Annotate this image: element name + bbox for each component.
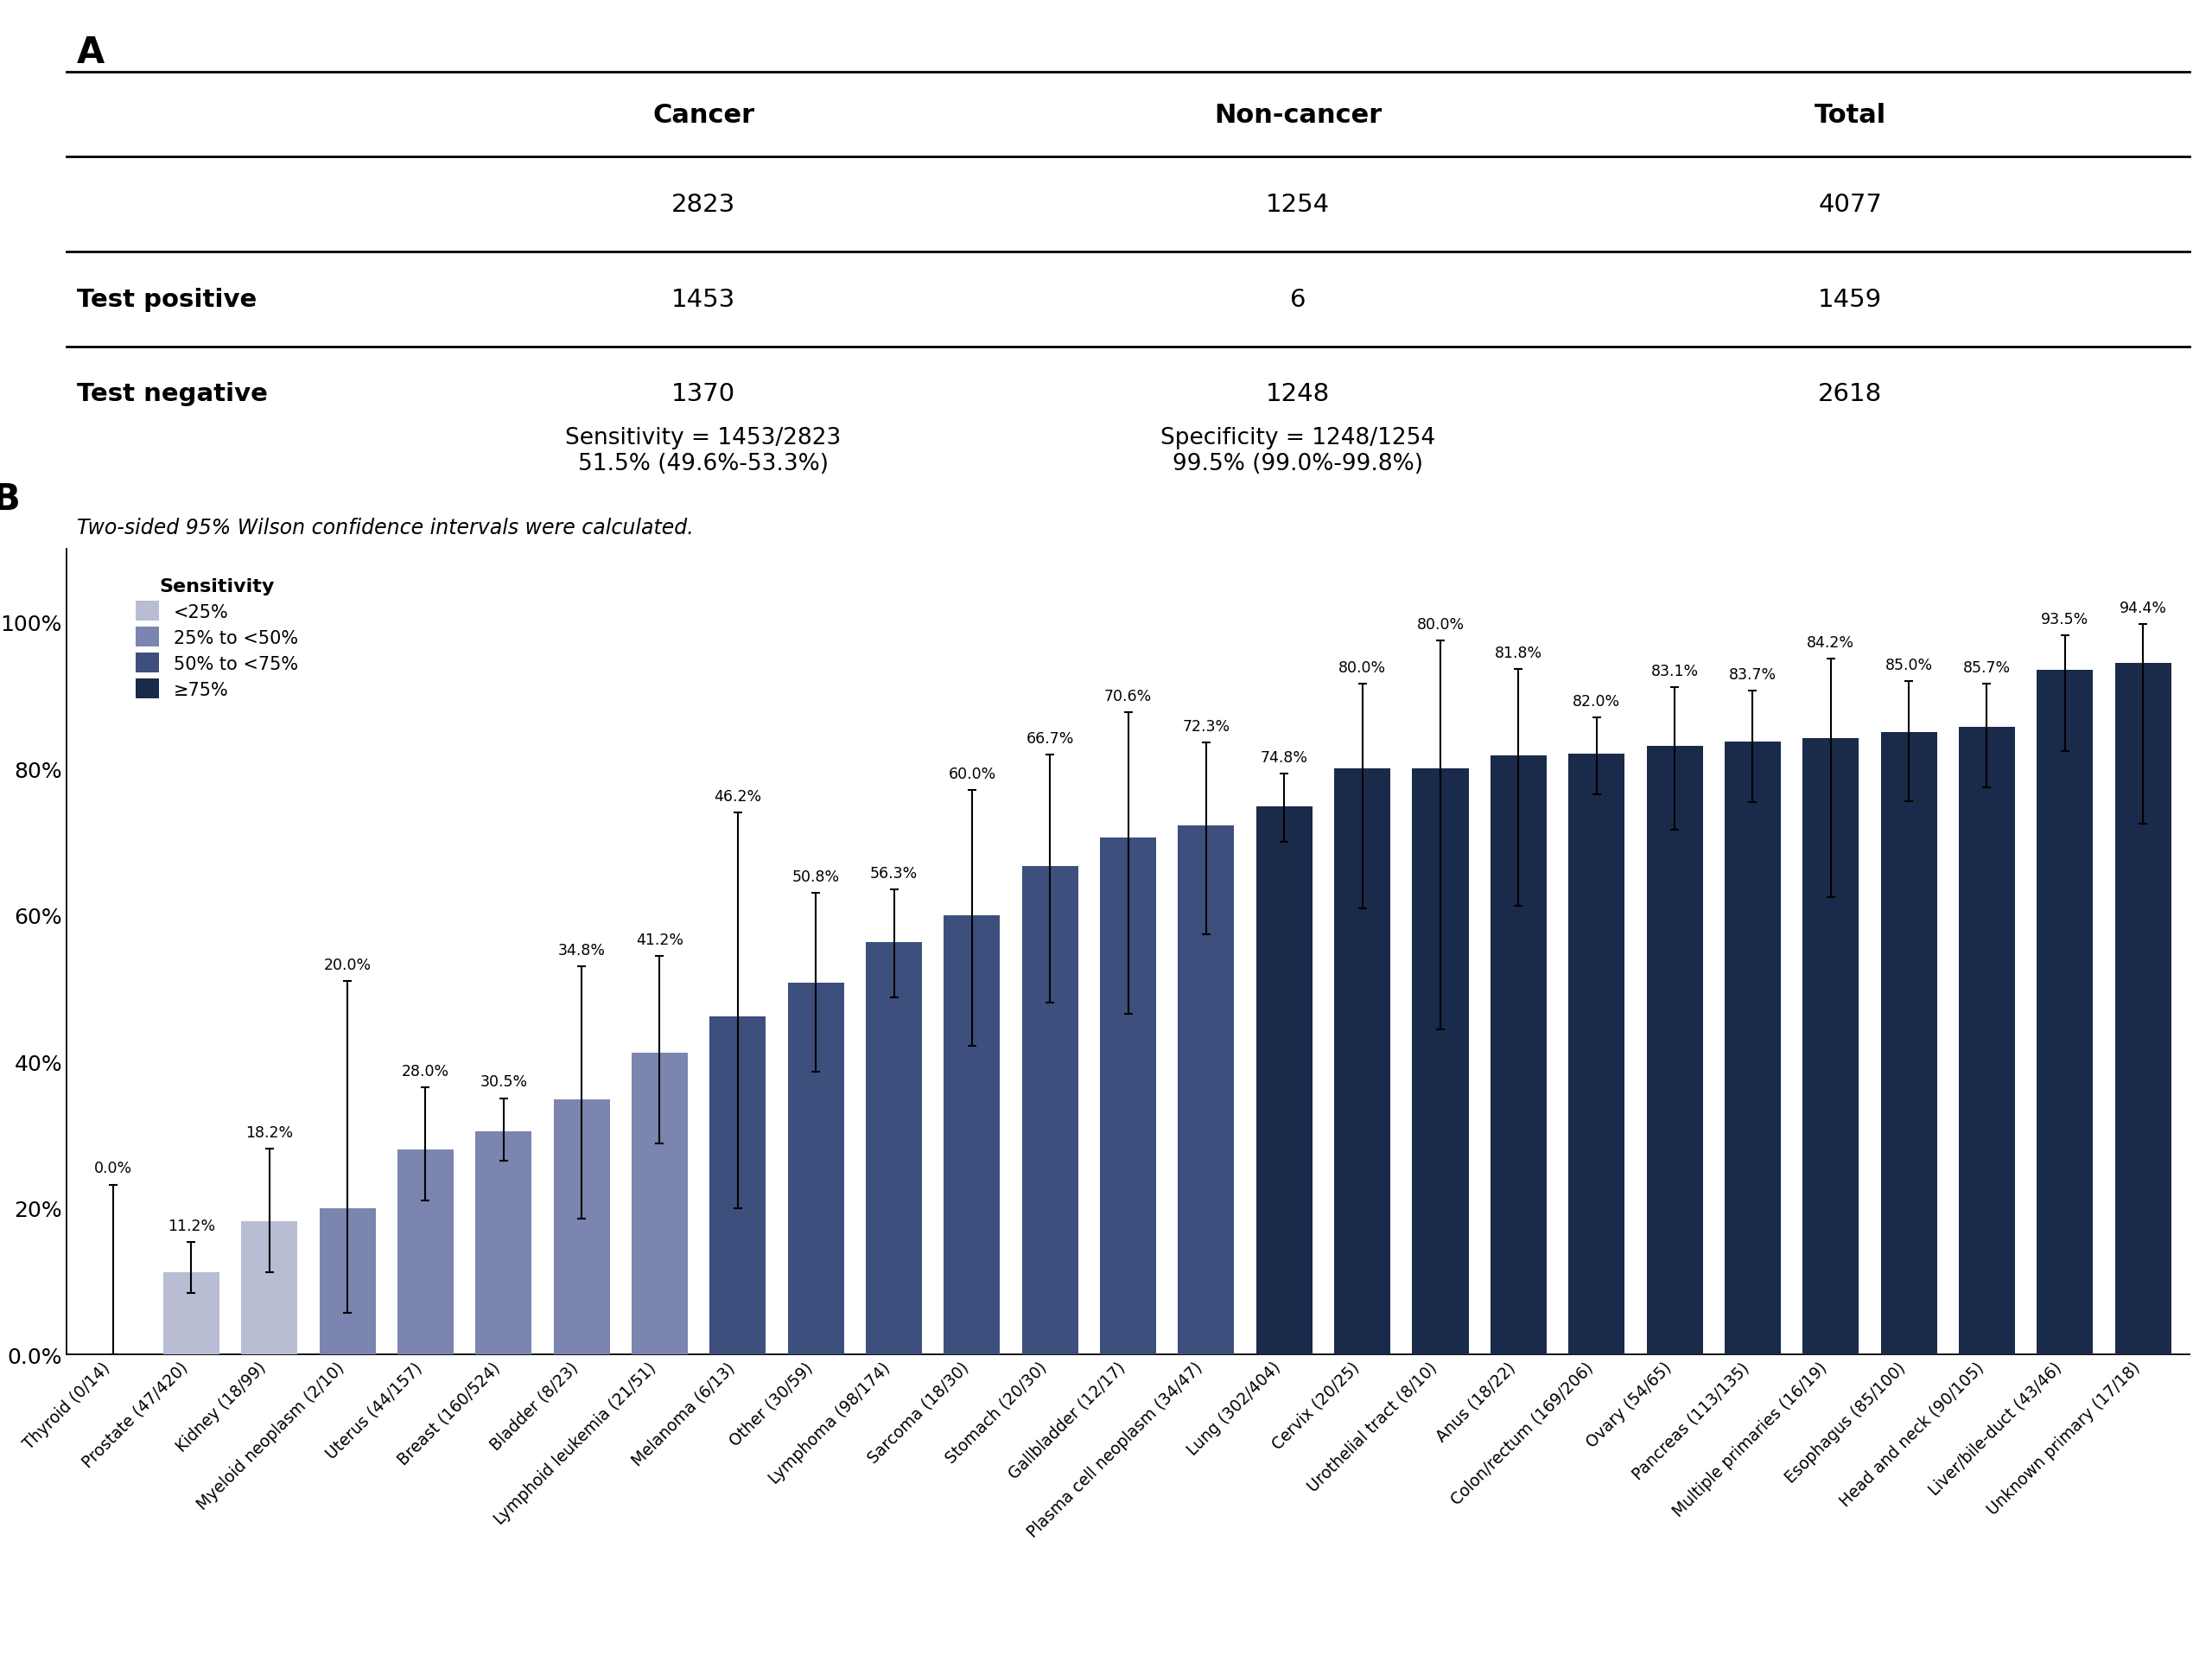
Text: Specificity = 1248/1254
99.5% (99.0%-99.8%): Specificity = 1248/1254 99.5% (99.0%-99.… — [1161, 427, 1436, 475]
Bar — [164, 1273, 219, 1355]
Bar — [1646, 746, 1703, 1355]
Text: 41.2%: 41.2% — [635, 932, 684, 947]
Text: 94.4%: 94.4% — [2119, 600, 2168, 617]
Bar — [1022, 866, 1077, 1355]
Text: 1248: 1248 — [1265, 382, 1329, 406]
Bar — [1568, 755, 1624, 1355]
Text: 1370: 1370 — [672, 382, 734, 406]
Text: 80.0%: 80.0% — [1416, 617, 1464, 632]
Bar — [319, 1208, 376, 1355]
Bar — [1179, 826, 1234, 1355]
Text: 2823: 2823 — [670, 193, 737, 218]
Text: 34.8%: 34.8% — [557, 942, 606, 957]
Text: 6: 6 — [1290, 288, 1305, 312]
Text: 85.0%: 85.0% — [1885, 656, 1933, 673]
Text: 28.0%: 28.0% — [403, 1064, 449, 1079]
Text: 11.2%: 11.2% — [168, 1218, 215, 1233]
Text: 18.2%: 18.2% — [246, 1125, 294, 1140]
Bar — [787, 982, 845, 1355]
Text: 0.0%: 0.0% — [95, 1160, 133, 1177]
Text: 82.0%: 82.0% — [1573, 693, 1621, 710]
Text: B: B — [0, 480, 20, 517]
Text: A: A — [77, 35, 104, 71]
Text: Two-sided 95% Wilson confidence intervals were calculated.: Two-sided 95% Wilson confidence interval… — [77, 517, 695, 538]
Bar — [1725, 741, 1781, 1355]
Bar — [553, 1100, 611, 1355]
Text: 1254: 1254 — [1265, 193, 1329, 218]
Text: 80.0%: 80.0% — [1338, 660, 1387, 675]
Bar — [2115, 663, 2172, 1355]
Bar — [633, 1054, 688, 1355]
Text: 81.8%: 81.8% — [1495, 645, 1542, 661]
Text: 70.6%: 70.6% — [1104, 688, 1152, 705]
Bar — [398, 1150, 453, 1355]
Text: 84.2%: 84.2% — [1807, 635, 1854, 650]
Text: 20.0%: 20.0% — [323, 957, 372, 972]
Bar — [865, 942, 922, 1355]
Text: 93.5%: 93.5% — [2042, 612, 2088, 627]
Text: 4077: 4077 — [1818, 193, 1882, 218]
Text: Non-cancer: Non-cancer — [1214, 103, 1382, 128]
Text: 74.8%: 74.8% — [1261, 750, 1307, 766]
Bar — [945, 916, 1000, 1355]
Text: 66.7%: 66.7% — [1026, 731, 1075, 746]
Text: 1459: 1459 — [1818, 288, 1882, 312]
Bar — [1880, 733, 1938, 1355]
Text: 30.5%: 30.5% — [480, 1074, 526, 1090]
Text: Test positive: Test positive — [77, 288, 257, 312]
Text: 60.0%: 60.0% — [949, 766, 995, 781]
Bar — [2037, 670, 2093, 1355]
Bar — [1803, 738, 1858, 1355]
Text: 1453: 1453 — [670, 288, 737, 312]
Text: 2618: 2618 — [1818, 382, 1882, 406]
Text: Test negative: Test negative — [77, 382, 268, 406]
Bar — [1491, 756, 1546, 1355]
Bar — [710, 1017, 765, 1355]
Legend: <25%, 25% to <50%, 50% to <75%, ≥75%: <25%, 25% to <50%, 50% to <75%, ≥75% — [128, 570, 305, 706]
Text: 56.3%: 56.3% — [869, 866, 918, 881]
Bar — [1960, 728, 2015, 1355]
Text: 46.2%: 46.2% — [714, 789, 761, 804]
Text: 85.7%: 85.7% — [1962, 660, 2011, 675]
Text: Cancer: Cancer — [653, 103, 754, 128]
Text: 83.7%: 83.7% — [1730, 666, 1776, 681]
Bar — [1411, 770, 1469, 1355]
Bar — [1334, 770, 1391, 1355]
Text: Total: Total — [1814, 103, 1887, 128]
Bar — [476, 1132, 531, 1355]
Text: 72.3%: 72.3% — [1183, 718, 1230, 735]
Bar — [1256, 808, 1312, 1355]
Text: 83.1%: 83.1% — [1650, 663, 1699, 680]
Text: 50.8%: 50.8% — [792, 869, 841, 884]
Bar — [1099, 838, 1157, 1355]
Text: Sensitivity = 1453/2823
51.5% (49.6%-53.3%): Sensitivity = 1453/2823 51.5% (49.6%-53.… — [566, 427, 841, 475]
Bar — [241, 1222, 296, 1355]
